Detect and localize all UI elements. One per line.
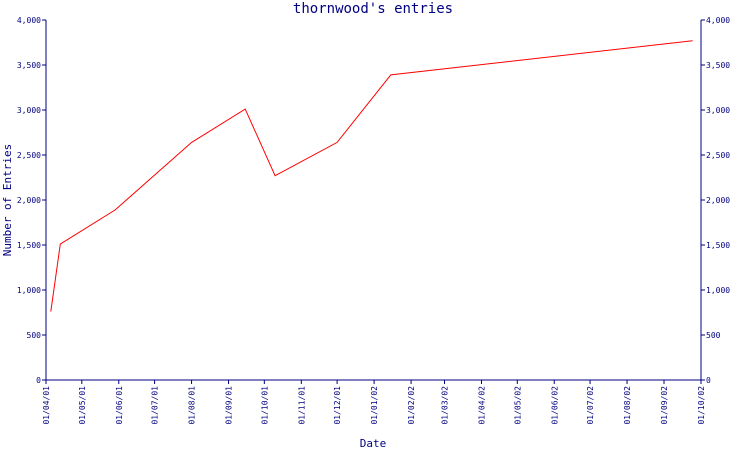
y-ticks-left: 0 500 1,000 1,500 2,000 2,500 3,000 3,500 4,000 bbox=[17, 16, 46, 385]
y-tick-label-left: 1,500 bbox=[17, 241, 41, 250]
series-layer bbox=[50, 40, 693, 312]
x-tick-label: 01/08/02 bbox=[623, 386, 632, 425]
y-tick-label-left: 500 bbox=[27, 331, 42, 340]
series-line bbox=[50, 40, 693, 312]
y-axis-title: Number of Entries bbox=[1, 144, 14, 257]
y-tick-label-right: 3,000 bbox=[706, 106, 730, 115]
y-tick-label-right: 500 bbox=[706, 331, 721, 340]
y-tick-label-right: 3,500 bbox=[706, 61, 730, 70]
x-tick-label: 01/09/01 bbox=[225, 386, 234, 425]
x-tick-label: 01/05/01 bbox=[78, 386, 87, 425]
x-tick-label: 01/04/02 bbox=[477, 386, 486, 425]
y-tick-label-right: 1,500 bbox=[706, 241, 730, 250]
y-tick-label-right: 2,000 bbox=[706, 196, 730, 205]
y-ticks-right: 0 500 1,000 1,500 2,000 2,500 3,000 3,500 4,000 bbox=[701, 16, 730, 385]
x-tick-label: 01/09/02 bbox=[660, 386, 669, 425]
y-tick-label-right: 4,000 bbox=[706, 16, 730, 25]
x-tick-label: 01/04/01 bbox=[42, 386, 51, 425]
y-tick-label-left: 0 bbox=[36, 376, 41, 385]
y-tick-label-left: 2,500 bbox=[17, 151, 41, 160]
x-tick-label: 01/05/02 bbox=[513, 386, 522, 425]
y-tick-label-right: 2,500 bbox=[706, 151, 730, 160]
x-tick-label: 01/11/01 bbox=[297, 386, 306, 425]
y-tick-label-right: 0 bbox=[706, 376, 711, 385]
x-ticks: 01/04/01 01/05/01 01/06/01 01/07/01 01/08/01… bbox=[42, 380, 706, 425]
y-tick-label-left: 3,500 bbox=[17, 61, 41, 70]
x-tick-label: 01/10/02 bbox=[697, 386, 706, 425]
y-tick-label-left: 1,000 bbox=[17, 286, 41, 295]
x-tick-label: 01/10/01 bbox=[260, 386, 269, 425]
x-tick-label: 01/12/01 bbox=[333, 386, 342, 425]
x-tick-label: 01/07/02 bbox=[586, 386, 595, 425]
x-tick-label: 01/02/02 bbox=[407, 386, 416, 425]
x-tick-label: 01/08/01 bbox=[188, 386, 197, 425]
y-tick-label-left: 3,000 bbox=[17, 106, 41, 115]
y-tick-label-left: 4,000 bbox=[17, 16, 41, 25]
x-tick-label: 01/03/02 bbox=[440, 386, 449, 425]
x-tick-label: 01/06/01 bbox=[115, 386, 124, 425]
x-tick-label: 01/07/01 bbox=[151, 386, 160, 425]
x-tick-label: 01/01/02 bbox=[370, 386, 379, 425]
x-axis-title: Date bbox=[360, 437, 387, 450]
x-tick-label: 01/06/02 bbox=[550, 386, 559, 425]
y-tick-label-right: 1,000 bbox=[706, 286, 730, 295]
chart-title: thornwood's entries bbox=[293, 1, 453, 17]
y-tick-label-left: 2,000 bbox=[17, 196, 41, 205]
